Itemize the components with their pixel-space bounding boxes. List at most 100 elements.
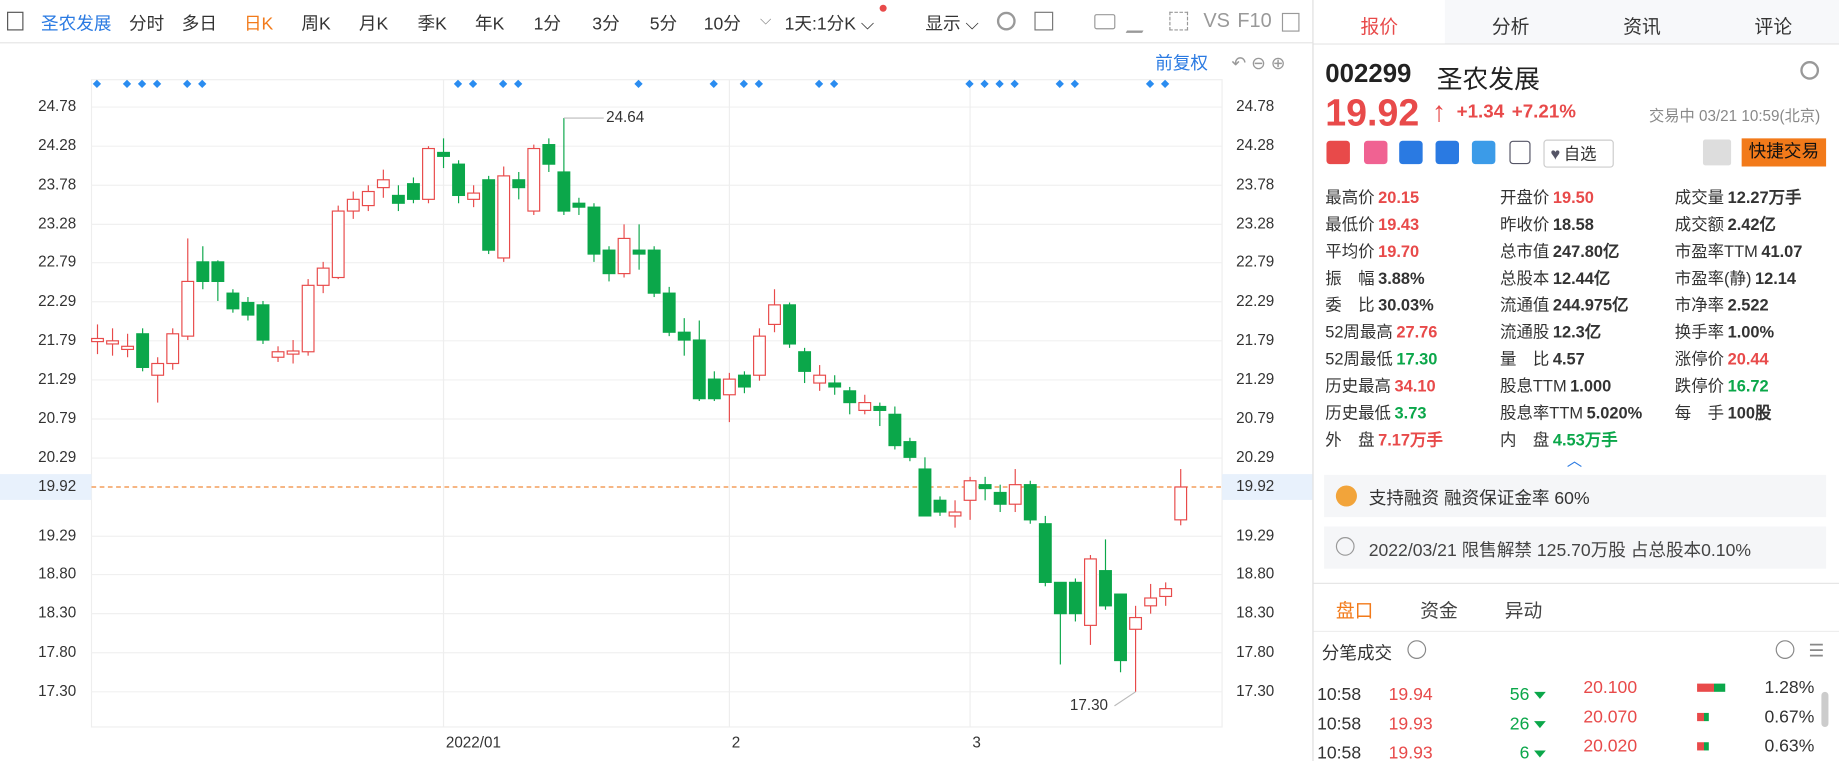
event-marker: [739, 79, 748, 88]
adjust-button[interactable]: 前复权: [1155, 53, 1209, 74]
stat-label: 市盈率TTM: [1674, 241, 1758, 261]
y-tick-label-right: 20.29: [1236, 449, 1274, 466]
stat-value: 4.57: [1552, 349, 1585, 369]
quote-tab[interactable]: 分析: [1491, 17, 1530, 38]
f10-button[interactable]: F10: [1237, 9, 1272, 32]
zoom-controls[interactable]: ↶ ⊖ ⊕: [1231, 53, 1286, 74]
period-tab[interactable]: 1分: [533, 14, 562, 35]
gear[interactable]: [1800, 60, 1820, 80]
event-marker: [514, 79, 523, 88]
y-tick-label-right: 21.29: [1236, 371, 1274, 388]
y-tick-label: 21.29: [38, 371, 76, 388]
stat: 跌停价 16.72: [1675, 374, 1769, 397]
candle-body: [151, 362, 165, 376]
icon-flash[interactable]: [1364, 140, 1388, 165]
period-tab[interactable]: 年K: [474, 14, 505, 35]
divider: [1312, 0, 1314, 761]
stat-value: 20.44: [1727, 349, 1769, 369]
info-icon: [1335, 537, 1355, 556]
dot: [879, 4, 887, 12]
event-marker: [453, 79, 463, 88]
notice-text: 2022/03/21 限售解禁 125.70万股 占总股本0.10%: [1368, 540, 1752, 561]
more[interactable]: [1775, 640, 1795, 659]
stat-label: 最高价: [1325, 187, 1375, 207]
event-marker: [980, 79, 989, 88]
y-tick-label: 24.78: [38, 98, 76, 115]
last-band: [0, 474, 92, 500]
sidebar-icon[interactable]: [7, 11, 24, 31]
change: +1.34: [1456, 102, 1505, 122]
candle-body: [1053, 581, 1067, 615]
candle-body: [1038, 523, 1052, 583]
sep: [1313, 630, 1839, 633]
x-tick-label: 2: [732, 734, 740, 751]
sub-tab[interactable]: 盘口: [1335, 601, 1374, 622]
candle-body: [918, 468, 932, 517]
square-icon[interactable]: [1034, 11, 1054, 31]
stat-value: 100股: [1727, 403, 1772, 423]
candle-body: [181, 280, 195, 337]
stat-label: 总股本: [1500, 268, 1550, 288]
candle-body: [301, 284, 315, 353]
bell[interactable]: [1702, 139, 1732, 166]
stat-value: 19.70: [1378, 241, 1420, 261]
period-tab[interactable]: 分时: [129, 14, 165, 35]
icon-doc[interactable]: [1509, 140, 1531, 165]
period-tab[interactable]: 5分: [649, 14, 678, 35]
watch-button[interactable]: ♥ 自选: [1543, 139, 1614, 168]
sub-tab[interactable]: 资金: [1420, 601, 1458, 622]
camera-icon[interactable]: [1094, 14, 1116, 30]
stat: 量 比 4.57: [1500, 347, 1585, 370]
info[interactable]: [1407, 640, 1427, 659]
candle-body: [632, 249, 646, 255]
panel-icon[interactable]: [1281, 12, 1300, 32]
stat-value: 247.80亿: [1552, 241, 1620, 261]
display-select[interactable]: 显示 ⌵: [925, 14, 979, 35]
quote-tab[interactable]: 报价: [1360, 17, 1399, 38]
quick-trade[interactable]: 快捷交易: [1741, 138, 1827, 167]
stock-title: 圣农发展: [1436, 64, 1540, 94]
period-tab[interactable]: 多日: [181, 14, 217, 35]
icon-cn[interactable]: [1326, 140, 1350, 165]
y-tick-label: 24.28: [38, 137, 76, 154]
book-pct: 0.67%: [1764, 707, 1815, 727]
icon-shuffle[interactable]: [1399, 140, 1423, 165]
icon-tag[interactable]: [1471, 140, 1496, 165]
stock-name[interactable]: 圣农发展: [41, 14, 112, 35]
stat-value: 19.43: [1378, 214, 1420, 234]
period-tab[interactable]: 日K: [243, 14, 274, 35]
period-tab[interactable]: 3分: [592, 14, 620, 35]
candle-body: [331, 210, 345, 279]
fullscreen-icon[interactable]: [1169, 11, 1189, 31]
stat: 成交额 2.42亿: [1675, 212, 1776, 235]
event-marker: [709, 79, 718, 88]
quote-tab[interactable]: 评论: [1754, 17, 1793, 38]
icon-dollar[interactable]: [1435, 140, 1460, 165]
candle-body: [617, 237, 631, 275]
y-tick-label: 23.28: [38, 215, 76, 232]
list-icon[interactable]: ☰: [1808, 641, 1825, 662]
y-tick-label-right: 24.28: [1236, 137, 1274, 154]
quote-tab[interactable]: 资讯: [1623, 17, 1661, 38]
settings-icon[interactable]: [996, 11, 1016, 31]
event-marker: [754, 79, 764, 88]
book-price: 20.020: [1583, 736, 1638, 757]
sub-tab[interactable]: 异动: [1504, 601, 1543, 622]
period-tab[interactable]: 月K: [358, 14, 389, 35]
y-tick-label: 18.80: [38, 566, 76, 583]
stat: 最低价 19.43: [1325, 212, 1419, 235]
book-bar: [1697, 742, 1709, 751]
collapse[interactable]: ︿: [1566, 451, 1583, 470]
candle-body: [1083, 558, 1097, 626]
period-tab[interactable]: 周K: [301, 14, 331, 35]
stat: 平均价 19.70: [1325, 239, 1419, 262]
period-select[interactable]: 1天:1分K ⌵: [784, 14, 875, 35]
period-tab[interactable]: 10分: [703, 14, 741, 35]
tab-caret[interactable]: ⌵: [759, 10, 772, 29]
price: 19.92: [1325, 91, 1420, 134]
vs-button[interactable]: VS: [1203, 9, 1230, 32]
period-tab[interactable]: 季K: [417, 14, 447, 35]
candle-body: [993, 491, 1007, 505]
trade-price: 19.94: [1388, 684, 1433, 705]
stat-label: 委 比: [1325, 295, 1375, 315]
